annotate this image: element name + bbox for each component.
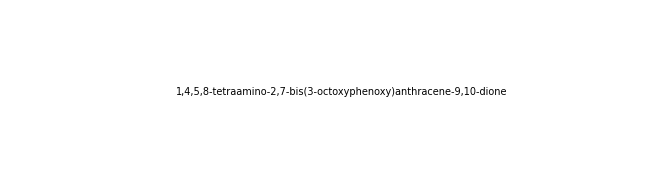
Text: 1,4,5,8-tetraamino-2,7-bis(3-octoxyphenoxy)anthracene-9,10-dione: 1,4,5,8-tetraamino-2,7-bis(3-octoxypheno…: [176, 87, 507, 97]
